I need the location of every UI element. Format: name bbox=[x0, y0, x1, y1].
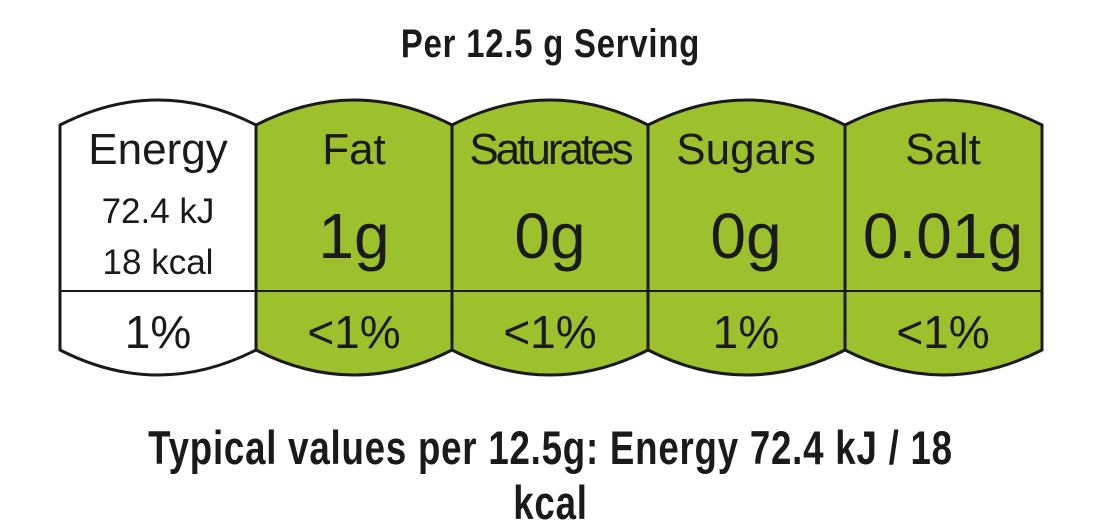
nutrient-amount: 0.01g bbox=[862, 200, 1024, 272]
nutrient-name: Salt bbox=[905, 125, 981, 174]
nutrient-amount: 1g bbox=[318, 200, 390, 272]
nutrient-name: Fat bbox=[322, 125, 386, 174]
nutrient-name: Energy bbox=[88, 125, 228, 174]
energy-kcal: 18 kcal bbox=[102, 243, 214, 282]
nutrient-percent: 1% bbox=[712, 306, 780, 358]
nutrient-name: Sugars bbox=[676, 125, 816, 174]
column-shape bbox=[843, 98, 1044, 377]
typical-values-footer: Typical values per 12.5g: Energy 72.4 kJ… bbox=[148, 421, 953, 529]
nutrient-name: Saturates bbox=[469, 125, 633, 174]
energy-kj: 72.4 kJ bbox=[101, 192, 215, 231]
nutrition-shapes bbox=[58, 98, 1044, 377]
nutrient-percent: <1% bbox=[896, 306, 990, 358]
nutrient-amount: 0g bbox=[514, 200, 586, 272]
nutrient-percent: <1% bbox=[503, 306, 597, 358]
nutrient-percent: 1% bbox=[124, 306, 192, 358]
nutrient-percent: <1% bbox=[307, 306, 401, 358]
serving-title: Per 12.5 g Serving bbox=[400, 22, 701, 66]
nutrient-amount: 0g bbox=[710, 200, 782, 272]
